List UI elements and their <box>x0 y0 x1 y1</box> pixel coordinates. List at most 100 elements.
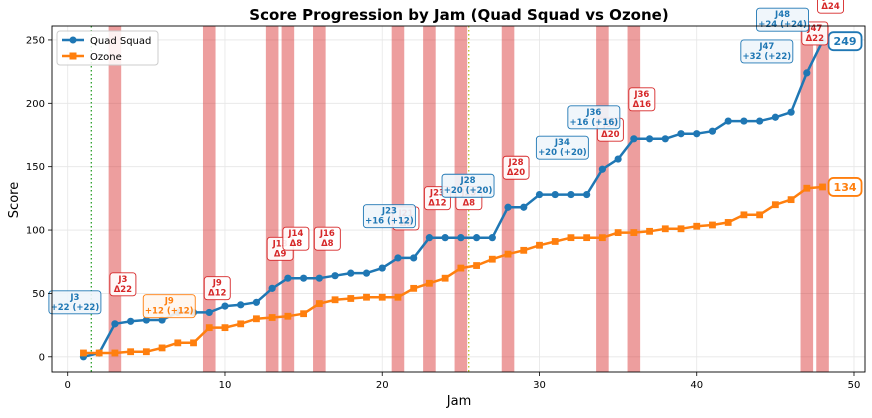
highlight-jam-34 <box>596 26 609 372</box>
y-tick-label: 0 <box>39 352 45 363</box>
point-quad-squad-jam-3 <box>111 320 119 328</box>
point-ozone-jam-47 <box>803 184 811 192</box>
point-quad-squad-jam-43 <box>740 117 748 125</box>
point-quad-squad-jam-39 <box>677 130 685 138</box>
point-quad-squad-jam-34 <box>598 165 606 173</box>
annotation-text: Δ12 <box>208 289 226 299</box>
highlight-jam-47 <box>800 26 814 372</box>
point-ozone-jam-36 <box>630 229 638 236</box>
point-ozone-jam-17 <box>331 296 339 304</box>
annotation-box <box>756 7 809 32</box>
x-tick-label: 0 <box>65 380 71 391</box>
y-tick-label: 50 <box>32 289 45 300</box>
annotation-text: +16 (+16) <box>570 118 619 128</box>
point-ozone-jam-11 <box>237 320 245 328</box>
annotation-box <box>362 204 416 229</box>
x-tick-label: 20 <box>376 380 389 391</box>
annotation-text: Δ8 <box>463 199 476 209</box>
final-value-ozone: 134 <box>834 181 857 194</box>
highlight-jam-36 <box>627 26 641 372</box>
point-ozone-jam-46 <box>787 196 795 204</box>
point-ozone-jam-10 <box>221 324 229 332</box>
point-quad-squad-jam-37 <box>645 135 654 143</box>
point-ozone-jam-1 <box>80 349 87 357</box>
annotation-text: Δ8 <box>321 239 334 249</box>
x-tick-label: 10 <box>219 380 232 391</box>
annotation-box <box>567 105 621 130</box>
point-quad-squad-jam-12 <box>252 298 261 306</box>
point-quad-squad-jam-33 <box>583 190 591 199</box>
point-quad-squad-jam-40 <box>693 130 701 138</box>
point-ozone-jam-3 <box>111 349 119 357</box>
point-ozone-jam-38 <box>661 225 669 233</box>
point-quad-squad-jam-42 <box>724 117 732 125</box>
y-tick-label: 250 <box>26 35 45 46</box>
annotation-box <box>628 87 656 112</box>
point-ozone-jam-21 <box>394 293 402 301</box>
annotation-box <box>441 173 495 198</box>
annotation-blue-19: J47+32 (+22) <box>740 39 794 64</box>
legend-marker-quad-squad <box>69 36 77 44</box>
point-quad-squad-jam-17 <box>331 272 339 280</box>
point-quad-squad-jam-26 <box>472 234 481 242</box>
highlight-jam-16 <box>313 26 326 372</box>
highlight-jam-9 <box>202 26 216 372</box>
annotation-text: J36 <box>585 108 601 118</box>
point-quad-squad-jam-30 <box>535 190 544 199</box>
highlight-jam-21 <box>391 26 405 372</box>
annotation-text: J47 <box>758 42 774 52</box>
annotation-text: Δ22 <box>806 34 824 44</box>
annotation-text: +20 (+20) <box>538 148 587 158</box>
point-ozone-jam-9 <box>205 324 213 332</box>
annotation-box <box>502 155 530 180</box>
annotation-text: J23 <box>381 207 397 217</box>
point-quad-squad-jam-19 <box>362 269 371 277</box>
annotation-box <box>313 226 341 251</box>
annotation-text: J23 <box>429 189 445 199</box>
point-ozone-jam-44 <box>756 211 764 219</box>
annotation-blue-17: J34+20 (+20) <box>535 135 589 160</box>
annotation-box <box>817 0 844 14</box>
point-ozone-jam-18 <box>347 295 355 302</box>
legend: Quad Squad Ozone <box>56 30 159 66</box>
annotation-blue-15: J23+16 (+12) <box>362 204 416 229</box>
point-quad-squad-jam-27 <box>488 234 496 242</box>
annotation-text: +22 (+22) <box>51 303 100 313</box>
point-ozone-jam-33 <box>583 234 591 242</box>
highlight-jam-28 <box>501 26 515 372</box>
point-ozone-jam-6 <box>158 344 166 352</box>
point-quad-squad-jam-35 <box>614 155 622 163</box>
point-ozone-jam-19 <box>363 293 370 301</box>
final-box-ozone <box>827 177 863 197</box>
point-ozone-jam-43 <box>740 211 748 219</box>
legend-label-quad-squad: Quad Squad <box>90 36 151 47</box>
final-box-quad-squad <box>827 31 863 52</box>
annotation-text: Δ24 <box>821 2 839 12</box>
annotation-text: J36 <box>633 90 649 100</box>
point-ozone-jam-41 <box>709 221 716 229</box>
annotation-orange-14: J9+12 (+12) <box>142 294 196 319</box>
point-ozone-jam-4 <box>127 348 135 356</box>
point-quad-squad-jam-21 <box>394 254 402 262</box>
point-quad-squad-jam-23 <box>425 234 434 242</box>
annotation-text: J13 <box>272 239 288 249</box>
annotation-text: J28 <box>460 176 476 186</box>
point-quad-squad-jam-41 <box>708 127 717 135</box>
point-quad-squad-jam-4 <box>127 317 135 325</box>
point-quad-squad-jam-46 <box>787 108 795 116</box>
point-ozone-jam-26 <box>473 262 480 269</box>
point-ozone-jam-35 <box>614 229 622 236</box>
point-quad-squad-jam-38 <box>661 135 669 143</box>
point-quad-squad-jam-15 <box>300 274 308 282</box>
annotation-box <box>109 272 137 297</box>
annotation-text: +20 (+20) <box>444 186 493 196</box>
point-quad-squad-jam-45 <box>771 113 779 121</box>
annotation-text: J3 <box>117 275 127 285</box>
annotation-text: J9 <box>212 279 222 289</box>
annotation-box <box>203 276 231 301</box>
annotation-text: Δ22 <box>114 285 132 295</box>
point-ozone-jam-34 <box>598 234 606 242</box>
